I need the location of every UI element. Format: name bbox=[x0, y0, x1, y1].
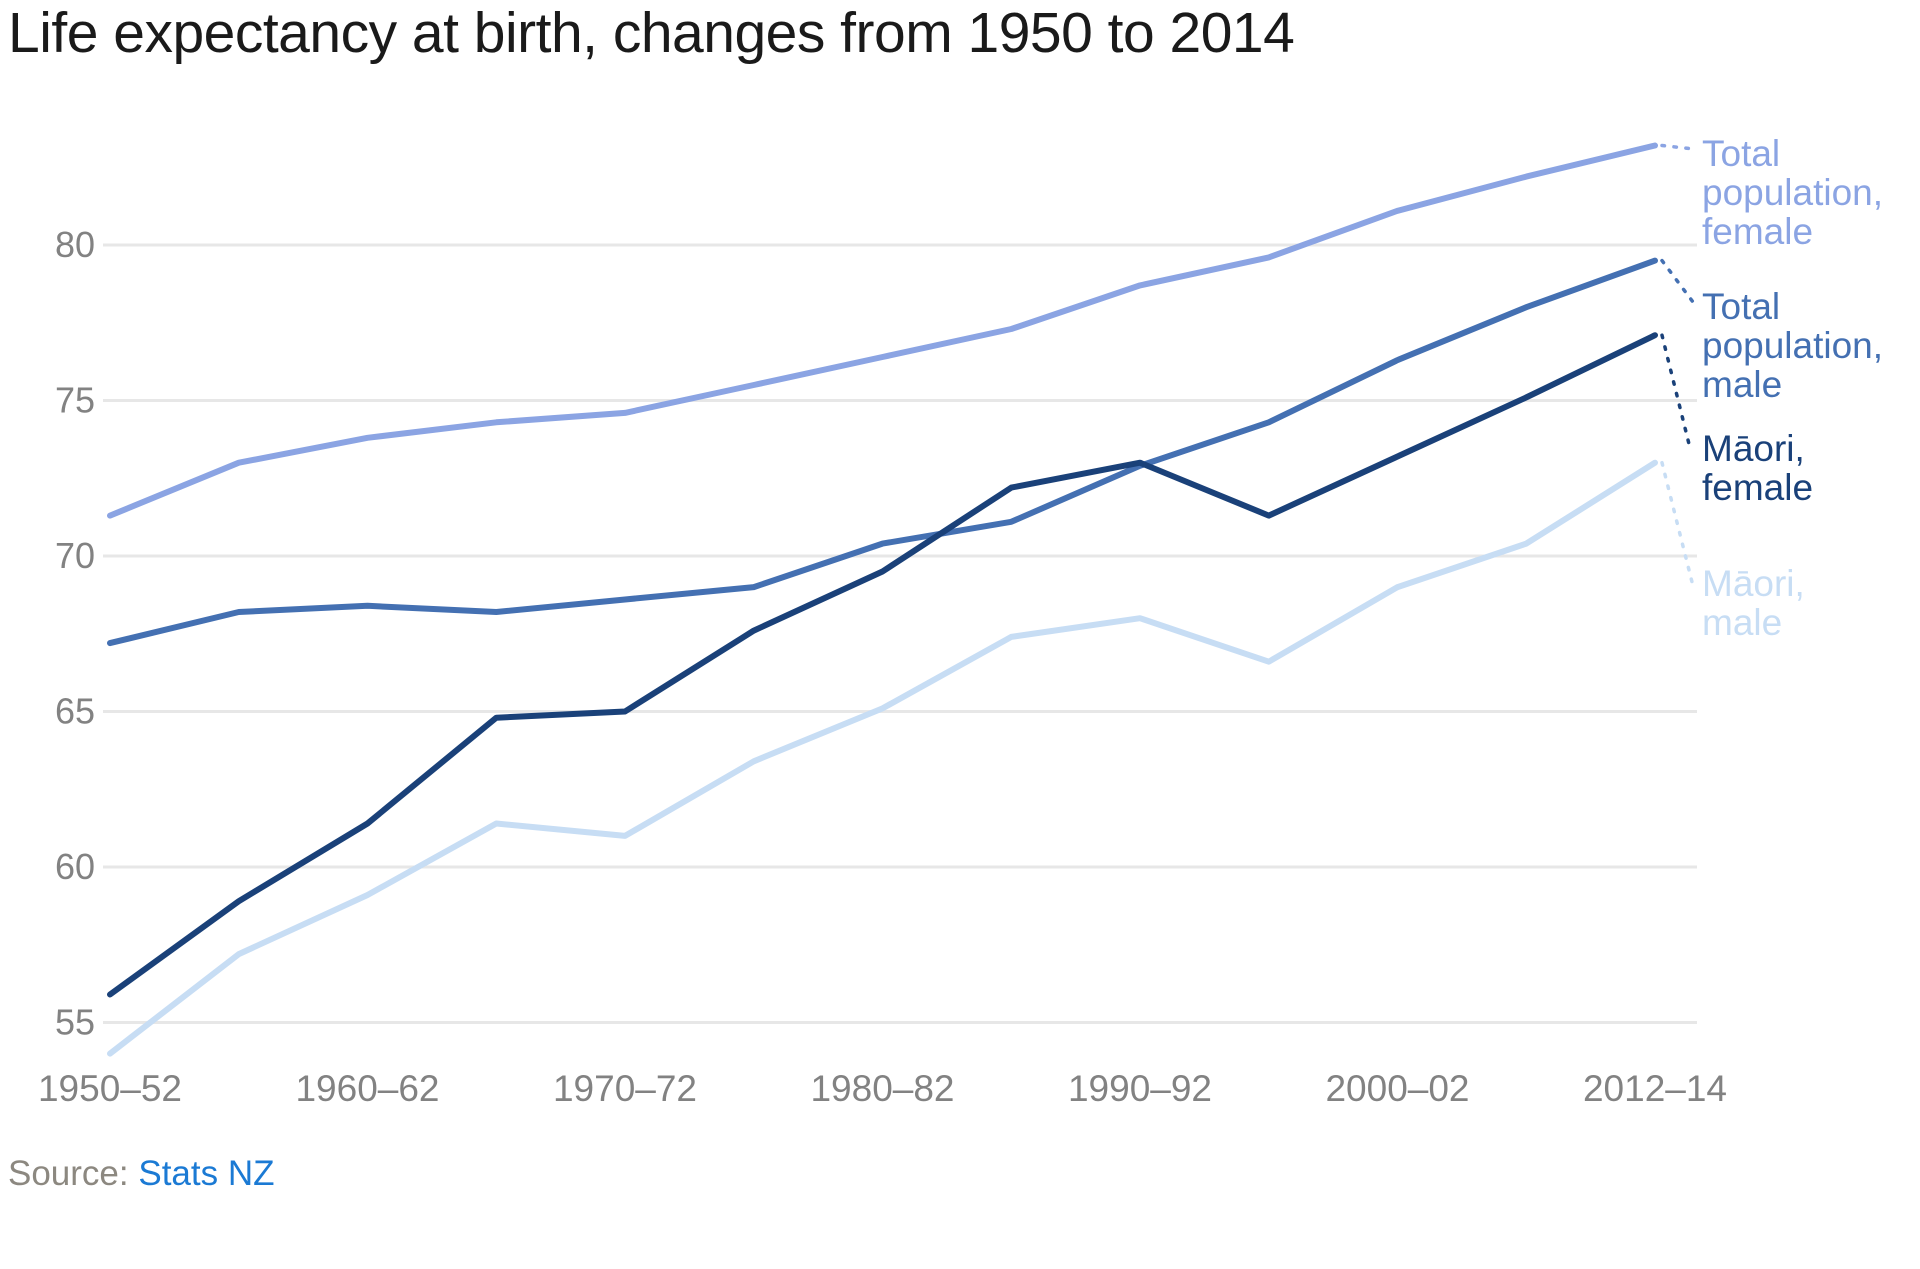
chart-plot-area bbox=[107, 142, 1658, 1057]
legend-label-maori-male: Māori, male bbox=[1702, 563, 1805, 643]
source-link[interactable]: Stats NZ bbox=[138, 1154, 275, 1193]
line-total-population-female bbox=[107, 142, 1658, 519]
legend-leader-total-population-male bbox=[1660, 258, 1695, 304]
legend-label-total-population-male: Total population, male bbox=[1702, 286, 1883, 405]
legend-leader-total-population-female bbox=[1660, 143, 1696, 151]
x-axis: 1950–52 1960–62 1970–72 1980–82 1990–92 2000–… bbox=[38, 1068, 1727, 1109]
x-axis-tick-label: 1990–92 bbox=[1068, 1068, 1212, 1109]
x-axis-tick-label: 2012–14 bbox=[1583, 1068, 1727, 1109]
legend-label-total-population-female: Total population, female bbox=[1702, 133, 1883, 252]
x-axis-tick-label: 1950–52 bbox=[38, 1068, 182, 1109]
chart-title: Life expectancy at birth, changes from 1… bbox=[8, 1, 1295, 65]
y-axis-tick-label: 70 bbox=[55, 535, 95, 576]
y-axis: 55 60 65 70 75 80 bbox=[55, 224, 95, 1043]
x-axis-tick-label: 1960–62 bbox=[295, 1068, 439, 1109]
legend-label-maori-female: Māori, female bbox=[1702, 428, 1813, 508]
y-axis-tick-label: 75 bbox=[55, 380, 95, 421]
x-axis-tick-label: 1980–82 bbox=[810, 1068, 954, 1109]
y-axis-tick-label: 65 bbox=[55, 691, 95, 732]
legend-leader-maori-male bbox=[1660, 460, 1694, 584]
y-axis-tick-label: 60 bbox=[55, 846, 95, 887]
gridlines bbox=[103, 243, 1697, 1024]
legend: Total population, female Total population, ma… bbox=[1660, 133, 1883, 643]
x-axis-tick-label: 1970–72 bbox=[553, 1068, 697, 1109]
source-prefix-label: Source: bbox=[8, 1154, 139, 1193]
source-line: Source: Stats NZ bbox=[8, 1154, 275, 1194]
x-axis-tick-label: 2000–02 bbox=[1325, 1068, 1469, 1109]
y-axis-tick-label: 55 bbox=[55, 1002, 95, 1043]
line-total-population-male bbox=[107, 257, 1658, 647]
line-maori-female bbox=[107, 332, 1658, 998]
legend-leader-maori-female bbox=[1660, 333, 1692, 450]
y-axis-tick-label: 80 bbox=[55, 224, 95, 265]
line-maori-male bbox=[107, 459, 1658, 1057]
